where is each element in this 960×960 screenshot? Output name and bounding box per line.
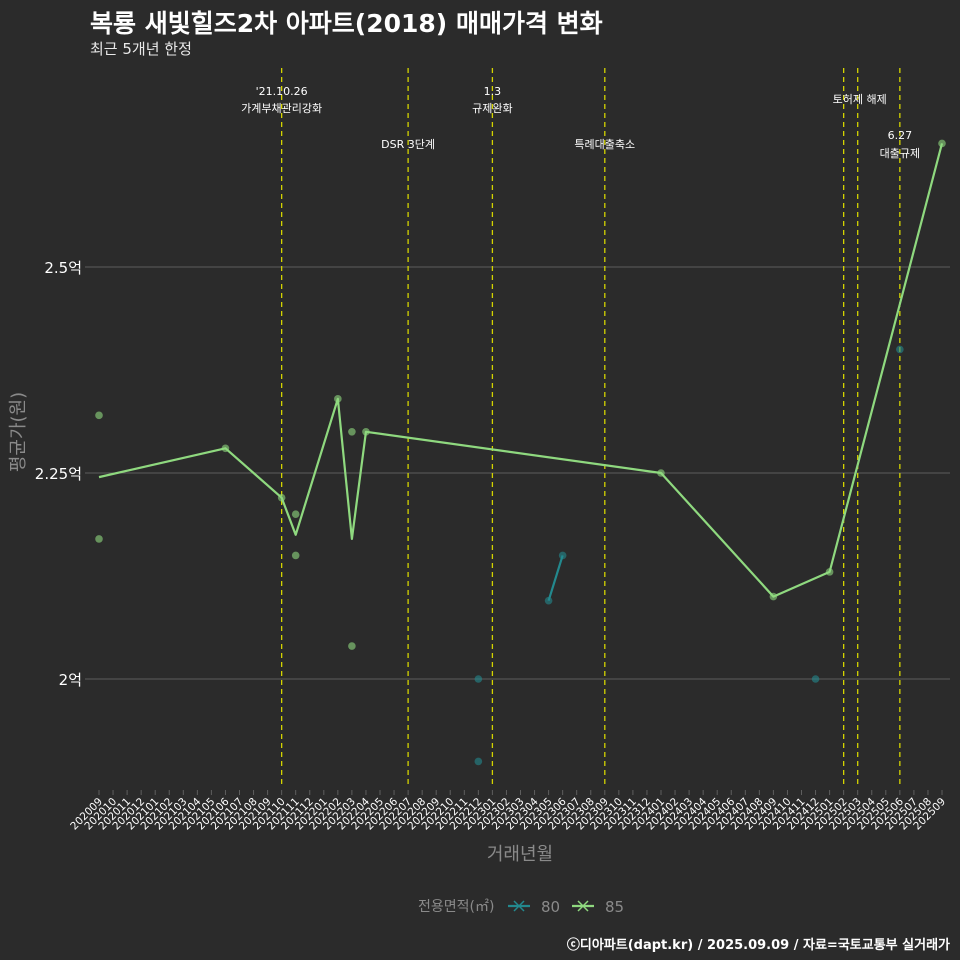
series-80-point — [558, 551, 567, 560]
event-label: 가계부채관리강화 — [241, 102, 322, 115]
series-85-point — [362, 428, 370, 436]
series-85-point — [291, 551, 300, 560]
source-caption: ⓒ디아파트(dapt.kr) / 2025.09.09 / 자료=국토교통부 실… — [566, 938, 950, 953]
series-85-point — [221, 444, 230, 453]
legend-label-80: 80 — [541, 898, 560, 916]
y-axis-title: 평균가(원) — [8, 392, 29, 472]
series-80-point — [811, 675, 820, 683]
series-85-point — [277, 493, 286, 502]
event-date: 6.27 — [888, 129, 913, 142]
series-80-point — [544, 596, 553, 605]
y-tick-label: 2.25억 — [35, 465, 82, 483]
event-label: 대출규제 — [880, 147, 920, 160]
series-80-point — [474, 757, 483, 766]
series-85-point — [769, 592, 778, 601]
legend-key-80-mark — [513, 900, 525, 912]
x-axis-title: 거래년월 — [487, 844, 553, 865]
y-tick-label: 2억 — [59, 671, 82, 689]
event-label: 특례대출축소 — [574, 138, 635, 151]
series-80-point — [896, 345, 904, 354]
event-date: '21.10.26 — [256, 85, 308, 98]
legend-title: 전용면적(㎡) — [418, 899, 494, 915]
event-label: DSR 3단계 — [381, 138, 435, 151]
series-85-point — [95, 535, 103, 543]
series-85-point — [334, 395, 342, 403]
legend: 전용면적(㎡) 80 85 — [418, 898, 624, 916]
legend-key-85-mark — [577, 900, 589, 912]
chart-title: 복룡 새빛힐즈2차 아파트(2018) 매매가격 변화 — [90, 9, 603, 38]
series-85-point — [938, 139, 946, 148]
series-85-point — [95, 411, 103, 420]
series-85-point — [348, 642, 356, 650]
grid-layer — [90, 266, 950, 680]
series-85-point — [291, 510, 300, 518]
event-date: 1.3 — [484, 85, 502, 98]
series-layer — [95, 139, 946, 766]
axis-layer: 2억2.25억2.5억20200920201020201120201220210… — [8, 259, 948, 865]
event-label: 규제완화 — [472, 102, 512, 115]
chart-subtitle: 최근 5개년 한정 — [90, 40, 192, 58]
y-tick-label: 2.5억 — [44, 259, 82, 277]
series-85-point — [657, 469, 665, 477]
legend-label-85: 85 — [605, 898, 624, 916]
series-80-point — [474, 675, 483, 683]
series-80-line — [547, 555, 564, 602]
series-85-point — [825, 568, 834, 576]
event-label: 토허제 해제 — [833, 92, 887, 106]
series-85-line — [98, 143, 944, 598]
series-85-point — [348, 428, 356, 436]
